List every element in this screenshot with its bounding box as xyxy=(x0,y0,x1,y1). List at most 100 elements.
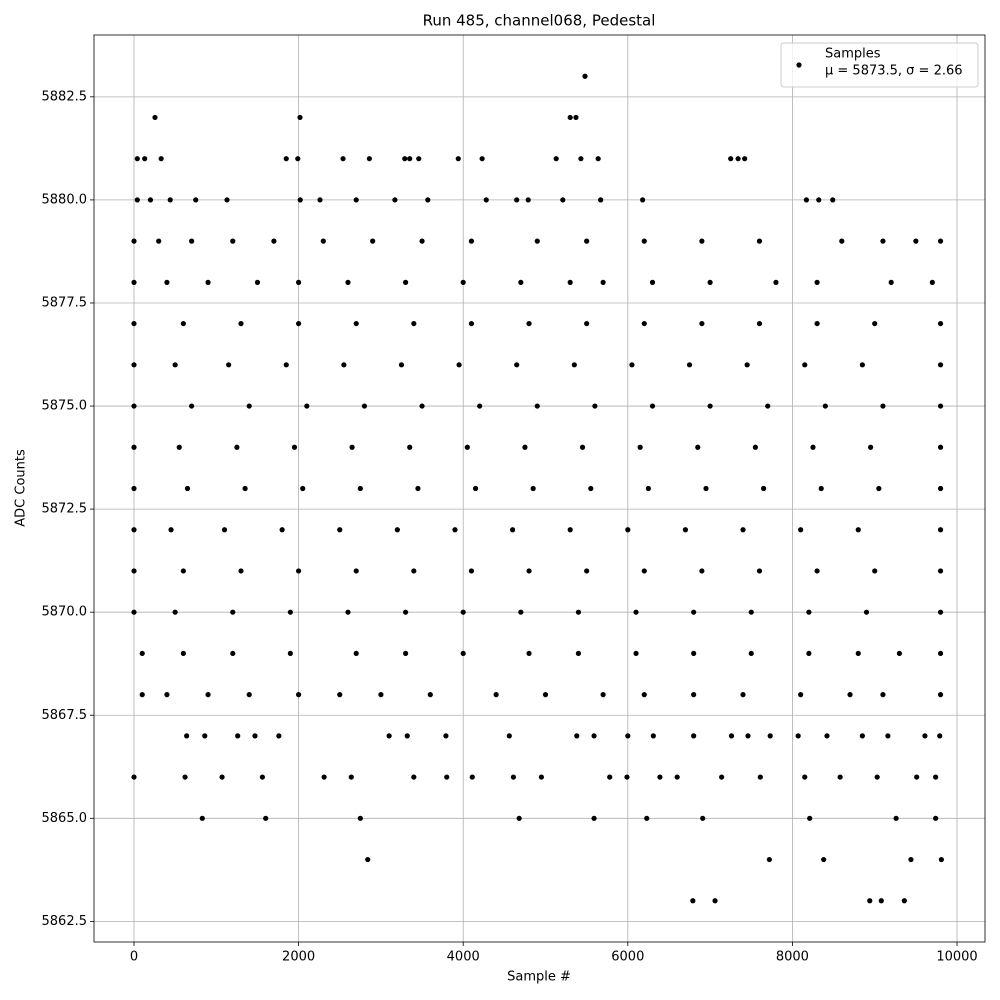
point xyxy=(757,774,763,780)
point xyxy=(625,733,631,739)
point xyxy=(740,527,746,533)
point xyxy=(337,527,343,533)
point xyxy=(699,568,705,574)
point xyxy=(802,362,808,368)
y-tick-label: 5877.5 xyxy=(42,295,88,310)
point xyxy=(691,650,697,657)
point xyxy=(767,733,773,739)
point xyxy=(152,114,158,121)
point xyxy=(402,650,409,657)
point xyxy=(695,444,701,450)
point xyxy=(629,362,635,368)
point xyxy=(584,238,590,244)
y-tick-label: 5882.5 xyxy=(42,89,88,104)
point xyxy=(933,815,939,821)
point xyxy=(913,238,919,244)
point xyxy=(321,774,327,780)
point xyxy=(914,774,920,780)
point xyxy=(205,692,211,698)
point xyxy=(131,238,137,244)
point xyxy=(464,444,470,450)
point xyxy=(896,650,903,657)
point xyxy=(468,320,475,327)
point xyxy=(649,279,656,285)
point xyxy=(691,692,697,698)
point xyxy=(641,320,647,327)
point xyxy=(625,527,631,533)
y-tick-label: 5870.0 xyxy=(42,605,88,620)
point xyxy=(567,114,573,121)
point xyxy=(365,856,371,863)
point xyxy=(847,692,853,698)
grid-layer xyxy=(94,35,985,942)
point xyxy=(296,568,302,574)
point xyxy=(640,197,646,203)
point xyxy=(184,485,191,492)
point xyxy=(538,774,544,780)
point xyxy=(407,156,413,162)
point xyxy=(859,733,865,739)
point xyxy=(534,238,540,244)
point xyxy=(353,568,359,574)
point xyxy=(937,238,944,244)
point xyxy=(553,156,559,162)
point xyxy=(682,527,689,533)
point xyxy=(425,197,431,203)
point xyxy=(172,609,178,615)
point xyxy=(252,733,258,739)
point xyxy=(814,279,820,285)
point xyxy=(254,279,261,285)
point xyxy=(707,403,713,409)
point xyxy=(411,774,417,780)
x-tick-label: 10000 xyxy=(936,950,977,965)
point xyxy=(180,320,186,327)
plot-frame xyxy=(93,34,986,943)
point xyxy=(131,444,137,450)
point xyxy=(479,156,485,162)
point xyxy=(624,774,630,780)
point xyxy=(297,114,303,121)
point xyxy=(394,527,400,533)
point xyxy=(575,609,582,615)
point xyxy=(353,320,359,327)
y-tick-label: 5875.0 xyxy=(42,399,88,414)
point xyxy=(477,403,483,409)
point xyxy=(291,444,298,450)
point xyxy=(514,362,520,368)
point xyxy=(296,692,302,698)
point xyxy=(131,362,137,368)
point xyxy=(872,320,878,327)
x-tick-label: 0 xyxy=(130,950,138,965)
point xyxy=(404,733,410,739)
point xyxy=(180,650,186,657)
point xyxy=(929,279,935,285)
point xyxy=(506,733,512,739)
point xyxy=(874,774,880,780)
point xyxy=(773,279,779,285)
point xyxy=(908,856,914,863)
point xyxy=(297,197,303,203)
point xyxy=(584,320,590,327)
point xyxy=(349,444,355,450)
point xyxy=(402,279,409,285)
point xyxy=(199,815,205,821)
point xyxy=(444,774,450,780)
point xyxy=(633,650,639,657)
point xyxy=(468,238,475,244)
point xyxy=(353,650,359,657)
point xyxy=(855,650,861,657)
point xyxy=(134,197,140,203)
point xyxy=(259,774,265,780)
point xyxy=(246,692,252,698)
point xyxy=(728,156,734,162)
point xyxy=(283,156,289,162)
point xyxy=(855,527,861,533)
point xyxy=(803,197,810,203)
point xyxy=(456,362,462,368)
point xyxy=(690,898,696,904)
point xyxy=(341,362,347,368)
point xyxy=(131,527,137,533)
point xyxy=(526,650,532,657)
y-axis-label: ADC Counts xyxy=(14,449,29,527)
point xyxy=(139,650,145,657)
